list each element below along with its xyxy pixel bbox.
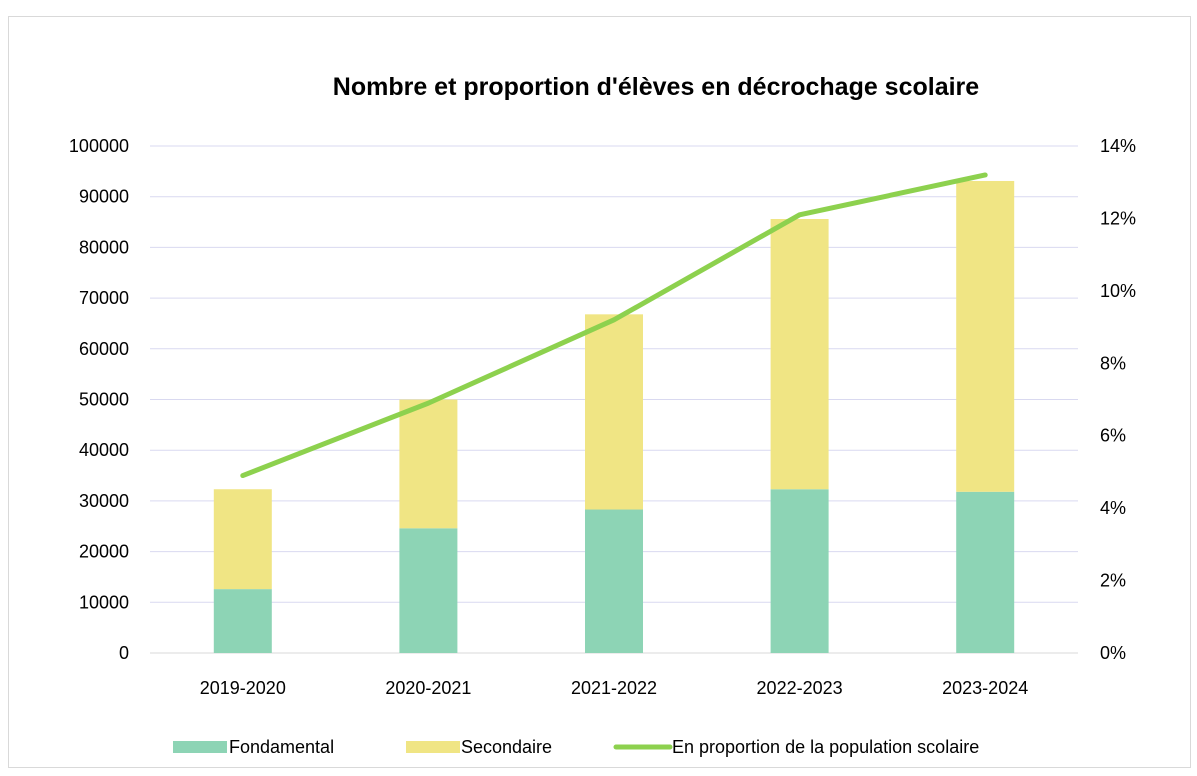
y-right-tick-label: 6% [1100,426,1126,446]
x-tick-label: 2019-2020 [200,678,286,698]
x-tick-label: 2022-2023 [757,678,843,698]
y-right-tick-label: 12% [1100,208,1136,228]
x-tick-label: 2020-2021 [385,678,471,698]
bar-secondaire [771,219,829,489]
y-left-tick-label: 100000 [69,136,129,156]
y-right-tick-label: 2% [1100,571,1126,591]
y-left-tick-label: 80000 [79,237,129,257]
y-right-tick-label: 14% [1100,136,1136,156]
y-left-tick-label: 10000 [79,592,129,612]
legend-swatch-secondaire [406,741,460,753]
bar-secondaire [399,400,457,529]
bar-fondamental [399,528,457,653]
x-tick-label: 2023-2024 [942,678,1028,698]
y-left-tick-label: 70000 [79,288,129,308]
legend-label-secondaire: Secondaire [461,737,552,757]
x-tick-label: 2021-2022 [571,678,657,698]
legend-swatch-fondamental [173,741,227,753]
legend: Fondamental Secondaire En proportion de la… [173,737,979,757]
y-right-tick-label: 0% [1100,643,1126,663]
y-left-tick-label: 90000 [79,187,129,207]
y-left-tick-label: 60000 [79,339,129,359]
y-left-tick-label: 30000 [79,491,129,511]
y-right-tick-label: 10% [1100,281,1136,301]
bars [214,181,1014,653]
bar-fondamental [585,510,643,653]
y-left-tick-label: 50000 [79,390,129,410]
x-axis: 2019-2020 2020-2021 2021-2022 2022-2023 2023… [200,678,1028,698]
bar-fondamental [214,589,272,653]
bar-secondaire [585,314,643,509]
bar-fondamental [956,492,1014,653]
y-right-tick-label: 8% [1100,353,1126,373]
y-left-tick-label: 40000 [79,440,129,460]
legend-label-fondamental: Fondamental [229,737,334,757]
y-right-tick-label: 4% [1100,498,1126,518]
y-axis-left: 0 10000 20000 30000 40000 50000 60000 70000 8000… [69,136,129,663]
bar-secondaire [214,489,272,589]
y-left-tick-label: 20000 [79,542,129,562]
y-left-tick-label: 0 [119,643,129,663]
bar-secondaire [956,181,1014,492]
y-axis-right: 0% 2% 4% 6% 8% 10% 12% 14% [1100,136,1136,663]
chart-title: Nombre et proportion d'élèves en décroch… [333,73,980,101]
legend-label-en-proportion-de-la-population-scolaire: En proportion de la population scolaire [672,737,979,757]
bar-fondamental [771,489,829,653]
